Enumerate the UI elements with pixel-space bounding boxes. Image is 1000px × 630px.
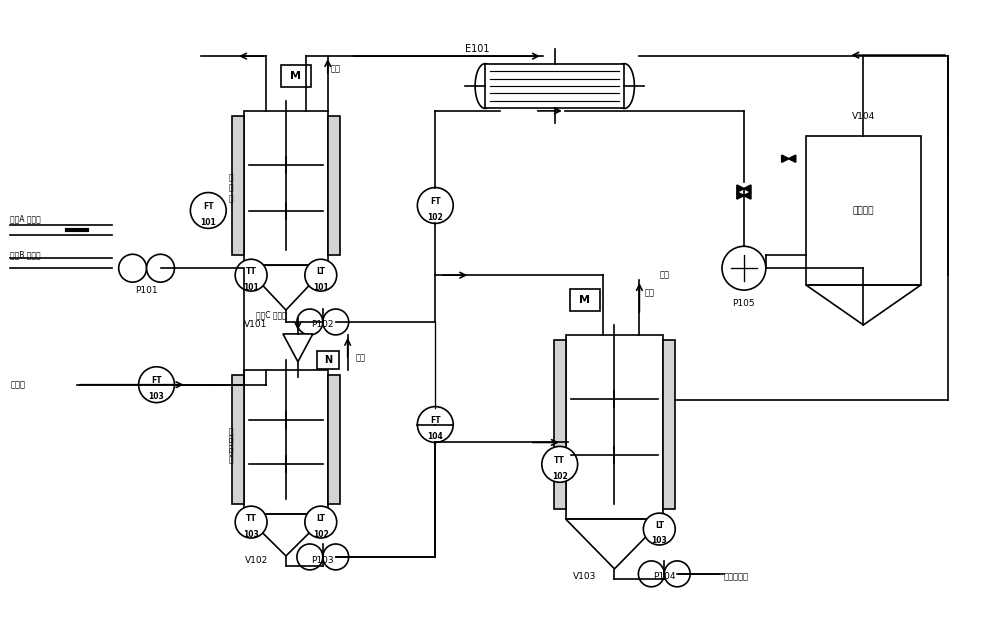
Polygon shape — [244, 370, 328, 514]
Text: 原料A 卸车口: 原料A 卸车口 — [10, 214, 41, 223]
Polygon shape — [663, 340, 675, 509]
Text: 放空: 放空 — [356, 353, 366, 362]
Text: 电
伴
热: 电 伴 热 — [229, 427, 234, 457]
Circle shape — [147, 255, 174, 282]
Text: 放空: 放空 — [659, 271, 669, 280]
Circle shape — [417, 406, 453, 442]
Polygon shape — [244, 514, 328, 556]
Text: V101: V101 — [244, 321, 268, 329]
Text: 电
伴
热: 电 伴 热 — [229, 173, 234, 203]
Text: P103: P103 — [311, 556, 334, 565]
Polygon shape — [232, 116, 244, 255]
Ellipse shape — [614, 64, 634, 108]
Polygon shape — [566, 519, 663, 569]
Text: 电
伴
热: 电 伴 热 — [229, 434, 234, 464]
Circle shape — [664, 561, 690, 587]
Polygon shape — [782, 155, 789, 162]
Text: 至装车鹤管: 至装车鹤管 — [724, 572, 749, 581]
Polygon shape — [328, 375, 340, 504]
Circle shape — [323, 544, 349, 570]
Text: TT: TT — [246, 513, 257, 523]
Text: V102: V102 — [244, 556, 268, 565]
Circle shape — [297, 544, 323, 570]
Circle shape — [638, 561, 664, 587]
Polygon shape — [737, 185, 744, 192]
Circle shape — [417, 188, 453, 224]
Text: M: M — [579, 295, 590, 305]
Polygon shape — [554, 340, 566, 509]
Text: 101: 101 — [313, 283, 329, 292]
Text: 原料C 加料口: 原料C 加料口 — [256, 311, 287, 319]
Polygon shape — [328, 116, 340, 255]
Circle shape — [305, 260, 337, 291]
Circle shape — [235, 260, 267, 291]
Text: TT: TT — [554, 456, 565, 465]
Polygon shape — [737, 192, 744, 199]
Text: V103: V103 — [573, 572, 596, 581]
Text: 放空: 放空 — [644, 289, 654, 297]
Text: 原料B 卸车口: 原料B 卸车口 — [10, 251, 41, 260]
Circle shape — [235, 506, 267, 538]
FancyBboxPatch shape — [281, 65, 311, 87]
Text: 103: 103 — [243, 530, 259, 539]
Text: 放空: 放空 — [331, 65, 341, 74]
Circle shape — [297, 309, 323, 335]
Text: FT: FT — [430, 197, 441, 206]
Circle shape — [139, 367, 174, 403]
Text: M: M — [290, 71, 301, 81]
Text: P102: P102 — [312, 321, 334, 329]
FancyBboxPatch shape — [317, 351, 339, 369]
Polygon shape — [485, 64, 624, 108]
Text: V104: V104 — [852, 112, 875, 121]
Polygon shape — [789, 155, 796, 162]
Polygon shape — [744, 192, 751, 199]
FancyBboxPatch shape — [570, 289, 600, 311]
Polygon shape — [232, 375, 244, 504]
Circle shape — [323, 309, 349, 335]
Text: 冷却水罐: 冷却水罐 — [853, 206, 874, 215]
Circle shape — [305, 506, 337, 538]
Circle shape — [542, 447, 578, 482]
Polygon shape — [744, 185, 751, 192]
Circle shape — [190, 193, 226, 229]
Text: TT: TT — [246, 266, 257, 276]
Polygon shape — [806, 285, 921, 325]
Text: LT: LT — [655, 520, 664, 530]
Polygon shape — [244, 111, 328, 265]
Text: P104: P104 — [653, 572, 676, 581]
Text: 矿化水: 矿化水 — [10, 380, 25, 389]
Text: 102: 102 — [552, 472, 568, 481]
Ellipse shape — [475, 64, 495, 108]
Circle shape — [643, 513, 675, 545]
Text: LT: LT — [316, 513, 325, 523]
Text: N: N — [324, 355, 332, 365]
Text: 101: 101 — [200, 218, 216, 227]
Text: 103: 103 — [149, 392, 164, 401]
Text: 103: 103 — [651, 537, 667, 546]
Polygon shape — [566, 335, 663, 519]
Circle shape — [119, 255, 147, 282]
Text: LT: LT — [316, 266, 325, 276]
Text: P101: P101 — [135, 285, 158, 295]
Text: 102: 102 — [427, 213, 443, 222]
Text: FT: FT — [203, 202, 214, 211]
Text: FT: FT — [430, 416, 441, 425]
Text: E101: E101 — [465, 44, 490, 54]
Polygon shape — [283, 334, 313, 362]
Polygon shape — [244, 265, 328, 310]
Text: 102: 102 — [313, 530, 329, 539]
Polygon shape — [806, 136, 921, 285]
Text: FT: FT — [151, 376, 162, 385]
Circle shape — [722, 246, 766, 290]
Text: P105: P105 — [733, 299, 755, 307]
Text: 104: 104 — [427, 432, 443, 441]
Text: 101: 101 — [243, 283, 259, 292]
